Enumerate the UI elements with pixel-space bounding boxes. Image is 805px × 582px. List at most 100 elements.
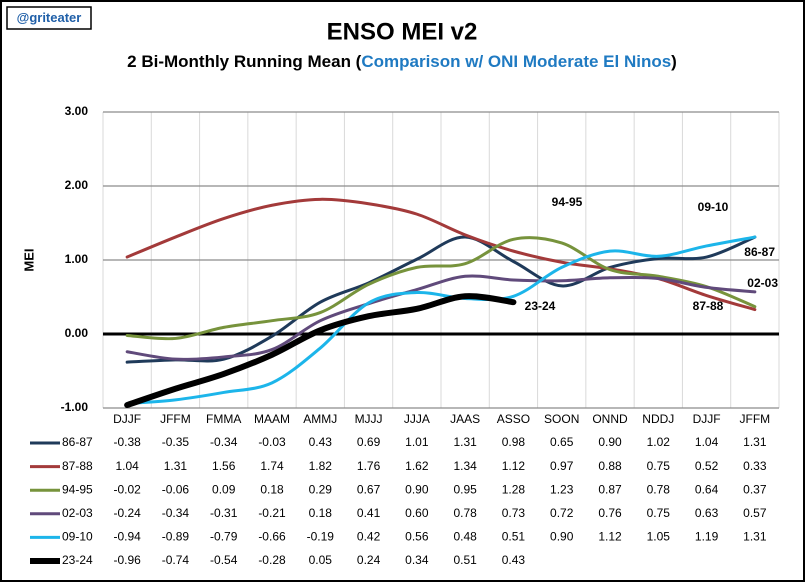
y-tick-label: 3.00 [65,104,89,118]
table-value: 0.41 [357,506,381,520]
table-value: 0.87 [598,482,622,496]
table-value: -0.94 [113,530,141,544]
table-value: 0.67 [357,482,381,496]
table-value: 1.02 [647,435,671,449]
chart-subtitle: 2 Bi-Monthly Running Mean (Comparison w/… [127,52,677,71]
table-value: -0.06 [162,482,190,496]
table-value: -0.66 [258,530,286,544]
x-tick-label: MJJJ [355,412,383,426]
table-value: 0.76 [598,506,622,520]
table-value: 1.04 [695,435,719,449]
table-value: 0.51 [453,553,477,567]
table-value: 0.90 [550,530,574,544]
table-value: 1.04 [115,459,139,473]
table-value: -0.28 [258,553,286,567]
legend-label: 94-95 [62,482,93,496]
table-value: 0.78 [647,482,671,496]
table-value: -0.02 [113,482,141,496]
table-value: 0.90 [598,435,622,449]
table-value: 0.57 [743,506,767,520]
table-value: 1.31 [164,459,188,473]
x-tick-label: ONND [592,412,628,426]
table-value: -0.34 [210,435,238,449]
x-tick-label: AMMJ [303,412,337,426]
table-value: 0.75 [647,459,671,473]
table-value: 1.23 [550,482,574,496]
table-value: 0.98 [502,435,526,449]
chart-title: ENSO MEI v2 [327,18,478,45]
table-value: -0.21 [258,506,286,520]
x-tick-label: MAAM [254,412,290,426]
table-value: 0.65 [550,435,574,449]
table-value: 1.31 [453,435,477,449]
table-value: 0.78 [453,506,477,520]
table-value: 0.43 [309,435,333,449]
legend-label: 02-03 [62,506,93,520]
table-value: 0.18 [309,506,333,520]
table-value: 0.63 [695,506,719,520]
table-value: 0.09 [212,482,236,496]
table-value: -0.03 [258,435,286,449]
table-value: 1.31 [743,435,767,449]
x-tick-label: JFFM [160,412,191,426]
table-value: 1.62 [405,459,429,473]
table-value: 0.33 [743,459,767,473]
x-tick-label: JAAS [450,412,480,426]
table-value: 1.56 [212,459,236,473]
table-value: 0.24 [357,553,381,567]
table-value: 1.05 [647,530,671,544]
table-value: 0.42 [357,530,381,544]
legend-label: 86-87 [62,435,93,449]
table-value: -0.54 [210,553,238,567]
table-value: 0.90 [405,482,429,496]
series-annotation: 87-88 [693,299,724,313]
table-value: 1.31 [743,530,767,544]
table-value: 0.60 [405,506,429,520]
table-value: -0.38 [113,435,141,449]
table-value: -0.34 [162,506,190,520]
subtitle-part: Comparison w/ ONI Moderate El Ninos [361,52,671,71]
table-value: 1.76 [357,459,381,473]
table-value: 0.97 [550,459,574,473]
table-value: 0.18 [260,482,284,496]
table-value: 0.29 [309,482,333,496]
table-value: 0.73 [502,506,526,520]
table-value: 1.12 [502,459,526,473]
table-value: 0.37 [743,482,767,496]
table-value: 0.48 [453,530,477,544]
table-value: -0.96 [113,553,141,567]
table-value: 0.88 [598,459,622,473]
series-line [124,293,517,409]
y-tick-label: 0.00 [65,326,89,340]
table-value: 1.28 [502,482,526,496]
series-annotation: 94-95 [552,195,583,209]
table-value: -0.79 [210,530,238,544]
table-value: 0.64 [695,482,719,496]
table-value: -0.74 [162,553,190,567]
table-value: 0.52 [695,459,719,473]
table-value: 1.74 [260,459,284,473]
table-value: -0.24 [113,506,141,520]
x-tick-label: FMMA [206,412,241,426]
legend-label: 87-88 [62,459,93,473]
y-tick-label: 2.00 [65,178,89,192]
series-annotation: 23-24 [525,299,556,313]
table-value: 1.34 [453,459,477,473]
x-tick-label: ASSO [497,412,530,426]
series-line [125,235,757,406]
series-annotation: 02-03 [747,276,778,290]
y-tick-label: -1.00 [61,400,89,414]
table-value: 0.56 [405,530,429,544]
table-value: 0.72 [550,506,574,520]
legend-label: 23-24 [62,553,93,567]
table-value: 0.69 [357,435,381,449]
series-annotation: 09-10 [698,200,729,214]
table-value: 1.12 [598,530,622,544]
table-value: -0.19 [307,530,335,544]
x-tick-label: JFFM [740,412,771,426]
table-value: 1.01 [405,435,429,449]
subtitle-part: 2 Bi-Monthly Running Mean ( [127,52,362,71]
